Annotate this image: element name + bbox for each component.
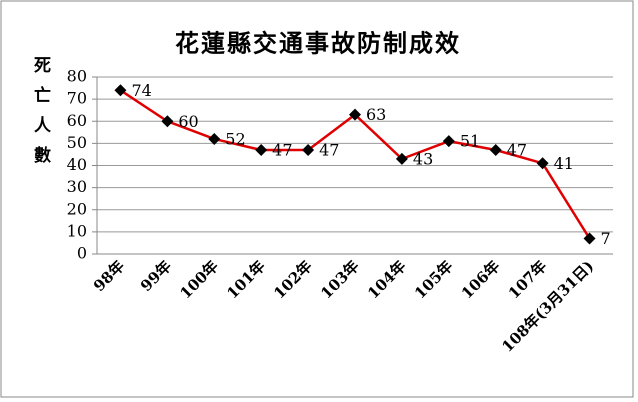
data-label: 52: [225, 129, 245, 148]
marker: [442, 135, 455, 148]
y-tick-label: 10: [67, 221, 87, 240]
marker: [395, 152, 408, 165]
marker: [489, 144, 502, 157]
data-label: 41: [554, 154, 574, 173]
marker: [255, 144, 268, 157]
data-label: 74: [131, 81, 151, 100]
y-tick-label: 30: [67, 177, 87, 196]
data-label: 47: [319, 141, 339, 160]
y-tick-label: 0: [77, 244, 87, 263]
marker: [208, 132, 221, 145]
y-tick-label: 80: [67, 67, 87, 86]
data-label: 60: [178, 112, 198, 131]
marker: [349, 108, 361, 121]
marker: [583, 232, 596, 245]
marker: [114, 84, 127, 97]
y-tick-label: 50: [67, 133, 87, 152]
data-label: 7: [601, 229, 611, 248]
y-axis-label: 死亡人數: [30, 56, 50, 176]
marker: [302, 144, 315, 157]
data-label: 51: [460, 132, 480, 151]
data-label: 63: [366, 105, 386, 124]
y-tick-label: 40: [67, 155, 87, 174]
marker: [161, 115, 174, 128]
data-label: 47: [272, 141, 292, 160]
data-label: 47: [507, 141, 527, 160]
y-tick-label: 20: [67, 199, 87, 218]
y-tick-label: 70: [67, 89, 87, 108]
chart-title: 花蓮縣交通事故防制成效: [175, 29, 461, 58]
data-label: 43: [413, 149, 433, 168]
marker: [536, 157, 549, 170]
y-tick-label: 60: [67, 111, 87, 130]
